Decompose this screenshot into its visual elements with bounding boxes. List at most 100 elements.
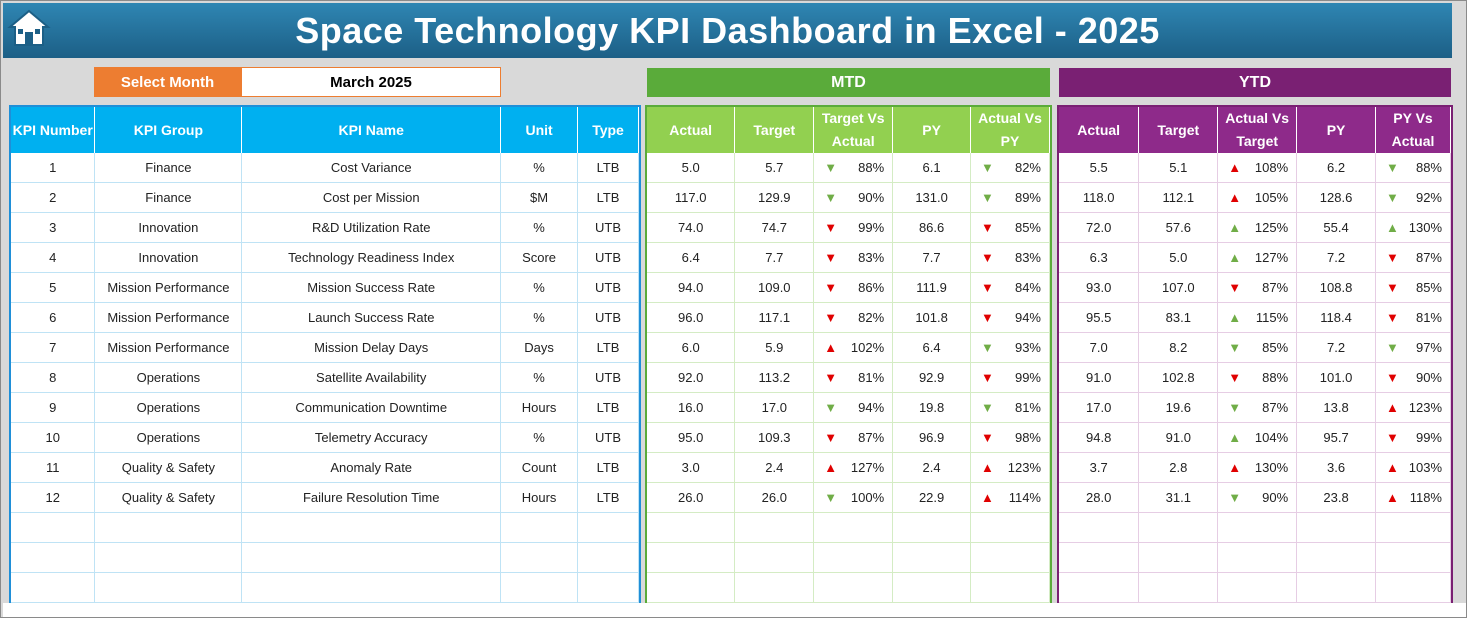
ytd-header-cell: PY Vs Actual <box>1375 107 1451 153</box>
mtd-py-cell: 131.0 <box>892 182 972 213</box>
month-dropdown[interactable]: March 2025 <box>241 67 501 97</box>
mtd-actual-vs-py-cell: ▼ 93% <box>970 332 1050 363</box>
kpi-group-cell: Mission Performance <box>94 272 243 303</box>
empty-row <box>11 572 639 603</box>
empty-cell <box>1138 542 1219 573</box>
kpi-group-cell: Quality & Safety <box>94 482 243 513</box>
kpi-type-cell: LTB <box>577 153 639 183</box>
percent-value: 94% <box>1014 310 1041 325</box>
empty-cell <box>647 572 736 603</box>
ytd-actual-vs-target-cell: ▼ 90% <box>1217 482 1298 513</box>
mtd-py-cell: 86.6 <box>892 212 972 243</box>
empty-cell <box>11 512 96 543</box>
arrow-up-icon: ▲ <box>1228 250 1242 265</box>
ytd-actual-vs-target-cell: ▼ 85% <box>1217 332 1298 363</box>
mtd-target-vs-actual-cell: ▲ 102% <box>813 332 894 363</box>
kpi-name-cell: Satellite Availability <box>241 362 502 393</box>
mtd-header-cell: Target Vs Actual <box>813 107 894 153</box>
percent-value: 94% <box>858 400 885 415</box>
percent-value: 100% <box>850 490 885 505</box>
mtd-actual-vs-py-cell: ▼ 98% <box>970 422 1050 453</box>
arrow-up-icon: ▲ <box>1385 460 1399 475</box>
arrow-down-icon: ▼ <box>1385 280 1399 295</box>
table-row: 3.0 2.4 ▲ 127% 2.4 ▲ 123% <box>647 452 1050 483</box>
mtd-header-cell: Target <box>734 107 815 153</box>
kpi-type-cell: LTB <box>577 182 639 213</box>
percent-value: 99% <box>1415 430 1442 445</box>
ytd-py-vs-actual-cell: ▲ 130% <box>1375 212 1451 243</box>
arrow-up-icon: ▲ <box>981 460 994 475</box>
mtd-py-cell: 2.4 <box>892 452 972 483</box>
ytd-actual-cell: 5.5 <box>1059 153 1140 183</box>
ytd-actual-cell: 94.8 <box>1059 422 1140 453</box>
empty-cell <box>647 542 736 573</box>
mtd-header-cell: Actual Vs PY <box>970 107 1050 153</box>
arrow-down-icon: ▼ <box>1385 310 1399 325</box>
ytd-py-cell: 23.8 <box>1296 482 1376 513</box>
kpi-name-cell: Communication Downtime <box>241 392 502 423</box>
mtd-py-cell: 92.9 <box>892 362 972 393</box>
arrow-down-icon: ▼ <box>981 340 994 355</box>
kpi-group-cell: Operations <box>94 362 243 393</box>
percent-value: 81% <box>858 370 885 385</box>
table-row: 1 Finance Cost Variance% LTB <box>11 153 639 183</box>
table-row: 6.0 5.9 ▲ 102% 6.4 ▼ 93% <box>647 332 1050 363</box>
ytd-actual-cell: 28.0 <box>1059 482 1140 513</box>
kpi-name-cell: Anomaly Rate <box>241 452 502 483</box>
arrow-down-icon: ▼ <box>1385 340 1399 355</box>
empty-cell <box>813 572 894 603</box>
ytd-actual-cell: 72.0 <box>1059 212 1140 243</box>
arrow-down-icon: ▼ <box>1228 400 1242 415</box>
empty-cell <box>1296 512 1376 543</box>
percent-value: 99% <box>1014 370 1041 385</box>
arrow-down-icon: ▼ <box>1228 370 1242 385</box>
mtd-band: MTD <box>647 68 1050 97</box>
mtd-py-cell: 22.9 <box>892 482 972 513</box>
mtd-py-cell: 101.8 <box>892 302 972 333</box>
mtd-target-cell: 17.0 <box>734 392 815 423</box>
kpi-group-cell: Mission Performance <box>94 302 243 333</box>
select-month-label: Select Month <box>94 67 241 97</box>
kpi-type-cell: LTB <box>577 392 639 423</box>
ytd-py-vs-actual-cell: ▼ 92% <box>1375 182 1451 213</box>
percent-value: 90% <box>1415 370 1442 385</box>
ytd-py-cell: 95.7 <box>1296 422 1376 453</box>
ytd-py-vs-actual-cell: ▲ 118% <box>1375 482 1451 513</box>
home-icon[interactable] <box>7 7 51 49</box>
ytd-target-cell: 107.0 <box>1138 272 1219 303</box>
mtd-target-vs-actual-cell: ▼ 87% <box>813 422 894 453</box>
table-row: 4 Innovation Technology Readiness Index Sco… <box>11 242 639 273</box>
mtd-target-cell: 117.1 <box>734 302 815 333</box>
ytd-actual-cell: 95.5 <box>1059 302 1140 333</box>
percent-value: 84% <box>1014 280 1041 295</box>
kpi-unit-cell: $M <box>500 182 579 213</box>
kpi-unit-cell: % <box>500 302 579 333</box>
kpi-name-cell: Launch Success Rate <box>241 302 502 333</box>
arrow-up-icon: ▲ <box>1228 220 1242 235</box>
mtd-actual-cell: 117.0 <box>647 182 736 213</box>
percent-value: 82% <box>1014 160 1041 175</box>
empty-cell <box>11 542 96 573</box>
empty-cell <box>734 572 815 603</box>
ytd-actual-cell: 6.3 <box>1059 242 1140 273</box>
kpi-unit-cell: % <box>500 212 579 243</box>
ytd-actual-vs-target-cell: ▲ 130% <box>1217 452 1298 483</box>
empty-cell <box>500 512 579 543</box>
percent-value: 97% <box>1415 340 1442 355</box>
kpi-type-cell: UTB <box>577 242 639 273</box>
ytd-actual-cell: 17.0 <box>1059 392 1140 423</box>
percent-value: 127% <box>1254 250 1289 265</box>
percent-value: 83% <box>858 250 885 265</box>
ytd-target-cell: 2.8 <box>1138 452 1219 483</box>
empty-cell <box>1059 512 1140 543</box>
ytd-actual-vs-target-cell: ▼ 88% <box>1217 362 1298 393</box>
mtd-target-vs-actual-cell: ▼ 99% <box>813 212 894 243</box>
percent-value: 81% <box>1014 400 1041 415</box>
arrow-down-icon: ▼ <box>824 310 838 325</box>
percent-value: 114% <box>1008 490 1041 505</box>
arrow-down-icon: ▼ <box>824 190 838 205</box>
kpi-group-cell: Finance <box>94 182 243 213</box>
empty-cell <box>500 542 579 573</box>
arrow-down-icon: ▼ <box>1228 340 1242 355</box>
ytd-py-cell: 108.8 <box>1296 272 1376 303</box>
